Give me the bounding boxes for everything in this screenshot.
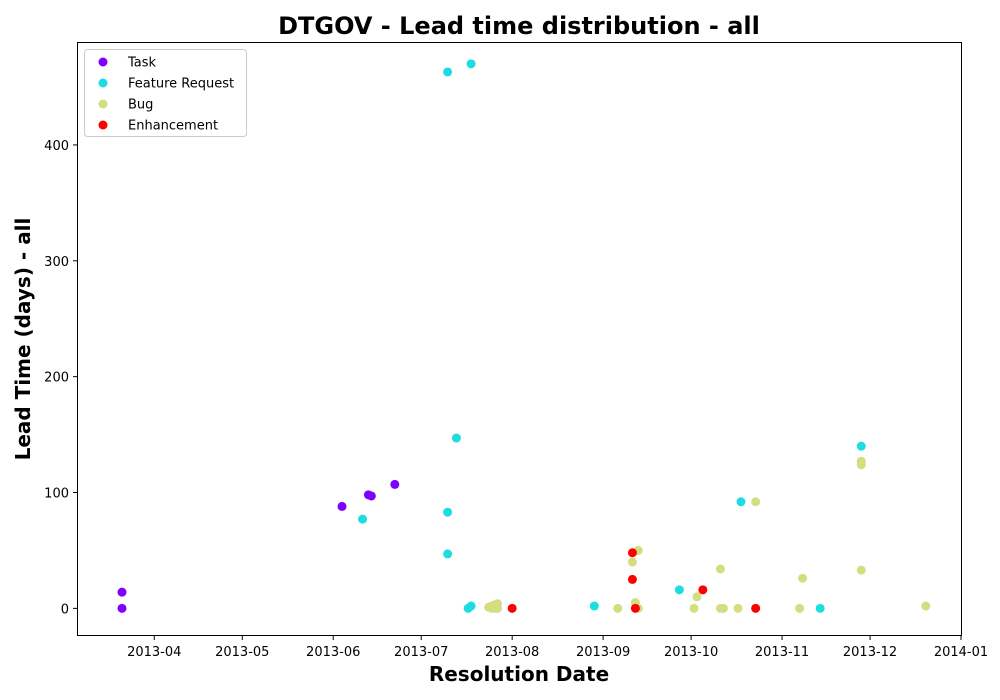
x-tick-label: 2013-09	[576, 645, 630, 660]
data-point	[589, 601, 599, 611]
y-tick-label: 300	[44, 255, 69, 270]
data-point	[698, 585, 708, 595]
y-tick-label: 0	[61, 602, 69, 617]
data-point	[815, 603, 825, 613]
y-axis: 0 100 200 300 400	[44, 139, 78, 617]
x-axis: 2013-04 2013-05 2013-06 2013-07 2013-08 2013-…	[127, 635, 988, 660]
legend-marker	[98, 78, 108, 88]
legend-marker	[98, 99, 108, 109]
x-tick-label: 2013-10	[664, 645, 718, 660]
x-tick-label: 2014-01	[934, 645, 988, 660]
y-axis-label: Lead Time (days) - all	[11, 218, 35, 461]
data-point	[692, 592, 702, 602]
data-point	[443, 549, 453, 559]
x-tick-label: 2013-05	[215, 645, 269, 660]
data-point	[733, 603, 743, 613]
series-task	[117, 479, 400, 613]
data-point	[507, 603, 517, 613]
x-tick-label: 2013-06	[306, 645, 360, 660]
data-point	[627, 574, 637, 584]
data-point	[715, 564, 725, 574]
data-point	[451, 433, 461, 443]
data-point	[856, 441, 866, 451]
data-point	[689, 603, 699, 613]
data-point	[630, 603, 640, 613]
data-point	[921, 601, 931, 611]
legend-label: Enhancement	[128, 119, 218, 134]
x-tick-label: 2013-04	[127, 645, 181, 660]
data-point	[366, 491, 376, 501]
data-point	[466, 59, 476, 69]
data-point	[751, 603, 761, 613]
data-point	[117, 603, 127, 613]
legend: Task Feature Request Bug Enhancement	[84, 49, 247, 137]
plot-area-frame	[77, 42, 962, 636]
data-point	[443, 507, 453, 517]
x-tick-label: 2013-11	[755, 645, 809, 660]
data-points	[117, 59, 931, 613]
data-point	[674, 585, 684, 595]
legend-marker	[98, 57, 108, 67]
data-point	[337, 501, 347, 511]
x-tick-label: 2013-12	[843, 645, 897, 660]
x-tick-label: 2013-08	[485, 645, 539, 660]
series-feature-request	[358, 59, 866, 613]
data-point	[117, 587, 127, 597]
legend-marker	[98, 120, 108, 130]
data-point	[390, 479, 400, 489]
data-point	[613, 603, 623, 613]
data-point	[492, 603, 502, 613]
data-point	[466, 601, 476, 611]
series-enhancement	[507, 548, 761, 613]
y-tick-label: 200	[44, 371, 69, 386]
data-point	[856, 460, 866, 470]
data-point	[627, 548, 637, 558]
data-point	[736, 497, 746, 507]
data-point	[358, 514, 368, 524]
data-point	[443, 67, 453, 77]
data-point	[798, 573, 808, 583]
legend-label: Feature Request	[128, 77, 234, 92]
data-point	[856, 565, 866, 575]
data-point	[718, 603, 728, 613]
legend-label: Bug	[128, 98, 153, 113]
x-axis-label: Resolution Date	[429, 662, 609, 686]
legend-label: Task	[127, 56, 157, 71]
data-point	[795, 603, 805, 613]
x-tick-label: 2013-07	[394, 645, 448, 660]
chart-title: DTGOV - Lead time distribution - all	[278, 12, 760, 40]
data-point	[627, 557, 637, 567]
data-point	[751, 497, 761, 507]
y-tick-label: 100	[44, 487, 69, 502]
y-tick-label: 400	[44, 139, 69, 154]
legend-frame	[84, 49, 247, 137]
